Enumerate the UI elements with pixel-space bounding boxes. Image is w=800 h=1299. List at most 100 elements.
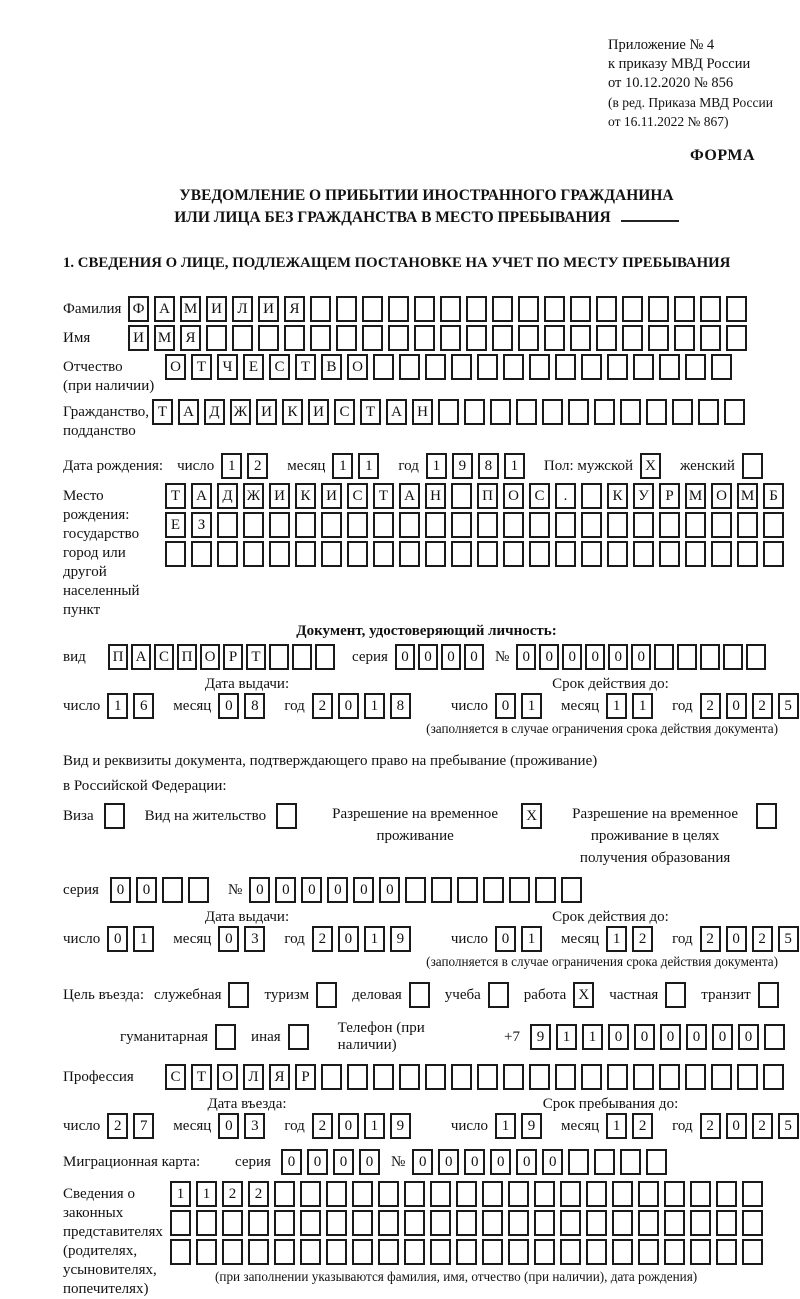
form-cell: 2 xyxy=(311,926,333,952)
form-cell xyxy=(561,877,583,903)
form-cell: 0 xyxy=(631,644,652,670)
form-cell: М xyxy=(154,325,175,351)
form-cell: Е xyxy=(165,512,186,538)
form-cell xyxy=(664,1239,685,1265)
form-cell: 0 xyxy=(608,1024,629,1050)
form-cell: 0 xyxy=(490,1149,512,1175)
form-cell xyxy=(607,512,628,538)
page-title: УВЕДОМЛЕНИЕ О ПРИБЫТИИ ИНОСТРАННОГО ГРАЖ… xyxy=(63,185,790,229)
form-cell: Д xyxy=(204,399,225,425)
form-cell xyxy=(425,512,446,538)
phone-label: Телефон (при наличии) xyxy=(337,1020,425,1053)
form-cell: 9 xyxy=(451,453,473,479)
form-cell xyxy=(594,1149,616,1175)
form-cell: 0 xyxy=(516,1149,538,1175)
form-cell: Ч xyxy=(217,354,238,380)
identity-doc-date-headings: Дата выдачи: Срок действия до: xyxy=(63,676,790,693)
form-cell xyxy=(700,644,721,670)
option-temporary-residence-education: Разрешение на временное проживание в цел… xyxy=(562,803,782,869)
form-cell: А xyxy=(386,399,407,425)
form-cell: 0 xyxy=(332,1149,354,1175)
form-cell xyxy=(404,1181,425,1207)
form-cell: 1 xyxy=(133,926,155,952)
form-cell: И xyxy=(256,399,277,425)
doc-series-label: серия xyxy=(352,648,388,665)
form-cell: 0 xyxy=(107,926,129,952)
form-cell xyxy=(711,354,732,380)
form-cell xyxy=(535,877,557,903)
form-cell: 1 xyxy=(503,453,525,479)
form-cell xyxy=(300,1210,321,1236)
form-cell xyxy=(503,541,524,567)
form-cell xyxy=(336,296,357,322)
form-cell xyxy=(477,1064,498,1090)
form-cell xyxy=(414,325,435,351)
form-cell xyxy=(388,325,409,351)
form-cell: Р xyxy=(295,1064,316,1090)
form-cell xyxy=(516,399,537,425)
form-cell xyxy=(430,1210,451,1236)
residence-doc-date-headings: Дата выдачи: Срок действия до: xyxy=(63,909,790,926)
form-cell xyxy=(742,1210,763,1236)
form-cell xyxy=(633,354,654,380)
form-cell xyxy=(716,1210,737,1236)
form-cell: 0 xyxy=(464,1149,486,1175)
form-cell: 0 xyxy=(337,926,359,952)
form-cell xyxy=(659,354,680,380)
surname-label: Фамилия xyxy=(63,301,122,317)
form-cell: 2 xyxy=(751,693,773,719)
form-cell xyxy=(508,1181,529,1207)
form-cell xyxy=(764,1024,785,1050)
form-cell xyxy=(362,296,383,322)
residence-issue-heading: Дата выдачи: xyxy=(204,909,290,925)
form-cell xyxy=(321,1064,342,1090)
business-checkbox xyxy=(408,982,430,1008)
form-cell: 2 xyxy=(699,1113,721,1139)
option-residence-permit: Вид на жительство xyxy=(145,803,302,829)
field-representatives: Сведения о законных представителях (роди… xyxy=(63,1181,790,1299)
form-cell xyxy=(560,1239,581,1265)
form-cell xyxy=(560,1181,581,1207)
form-cell xyxy=(292,644,312,670)
representatives-row-2 xyxy=(170,1210,768,1236)
form-cell xyxy=(466,296,487,322)
form-cell xyxy=(737,1064,758,1090)
form-cell: К xyxy=(295,483,316,509)
valid-until-heading: Срок действия до: xyxy=(552,676,669,692)
form-cell xyxy=(196,1210,217,1236)
form-cell: Ж xyxy=(230,399,251,425)
form-cell: 1 xyxy=(358,453,380,479)
form-cell xyxy=(742,1181,763,1207)
form-cell xyxy=(534,1239,555,1265)
form-cell: Ж xyxy=(243,483,264,509)
entry-date-headings: Дата въезда: Срок пребывания до: xyxy=(63,1096,790,1113)
form-cell: 9 xyxy=(389,1113,411,1139)
forma-label: ФОРМА xyxy=(689,147,755,164)
form-cell xyxy=(217,541,238,567)
form-cell xyxy=(646,1149,668,1175)
form-cell xyxy=(534,1210,555,1236)
form-cell: 0 xyxy=(394,644,415,670)
form-cell: 1 xyxy=(363,693,385,719)
option-visa: Виза xyxy=(63,803,130,829)
form-cell xyxy=(232,325,253,351)
patronymic-label: Отчество (при наличии) xyxy=(63,359,155,394)
annex-line: Приложение № 4 xyxy=(608,37,715,53)
form-cell: 1 xyxy=(606,1113,628,1139)
